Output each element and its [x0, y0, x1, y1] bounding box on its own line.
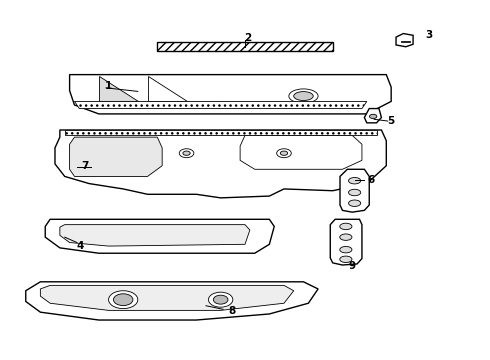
- Ellipse shape: [294, 91, 313, 100]
- Polygon shape: [147, 76, 187, 102]
- Polygon shape: [60, 225, 250, 246]
- Polygon shape: [26, 282, 318, 320]
- Text: 6: 6: [367, 175, 374, 185]
- Text: 3: 3: [425, 30, 433, 40]
- Polygon shape: [40, 285, 294, 310]
- Text: 1: 1: [105, 81, 112, 91]
- Polygon shape: [70, 137, 162, 176]
- Polygon shape: [45, 219, 274, 253]
- Ellipse shape: [340, 247, 352, 253]
- Ellipse shape: [213, 295, 228, 304]
- Ellipse shape: [369, 114, 377, 118]
- Text: 7: 7: [81, 161, 89, 171]
- Ellipse shape: [348, 200, 361, 206]
- Ellipse shape: [179, 149, 194, 158]
- Ellipse shape: [280, 151, 288, 156]
- Polygon shape: [365, 109, 381, 123]
- Ellipse shape: [183, 151, 190, 156]
- Text: 4: 4: [76, 241, 84, 251]
- Polygon shape: [157, 42, 333, 51]
- Polygon shape: [340, 169, 369, 212]
- Polygon shape: [74, 102, 367, 109]
- Polygon shape: [55, 130, 386, 198]
- Ellipse shape: [289, 89, 318, 103]
- Ellipse shape: [348, 177, 361, 184]
- Ellipse shape: [348, 189, 361, 196]
- Ellipse shape: [277, 149, 291, 158]
- Polygon shape: [65, 130, 376, 135]
- Polygon shape: [70, 75, 391, 114]
- Text: 8: 8: [229, 306, 236, 316]
- Polygon shape: [240, 135, 362, 169]
- Ellipse shape: [109, 291, 138, 309]
- Text: 9: 9: [348, 261, 356, 271]
- Polygon shape: [330, 219, 362, 265]
- Ellipse shape: [208, 292, 233, 307]
- Ellipse shape: [340, 256, 352, 262]
- Polygon shape: [99, 76, 138, 102]
- Text: 5: 5: [388, 116, 395, 126]
- Ellipse shape: [340, 223, 352, 230]
- Polygon shape: [396, 33, 413, 47]
- Ellipse shape: [114, 294, 133, 306]
- Text: 2: 2: [244, 33, 251, 43]
- Ellipse shape: [340, 234, 352, 240]
